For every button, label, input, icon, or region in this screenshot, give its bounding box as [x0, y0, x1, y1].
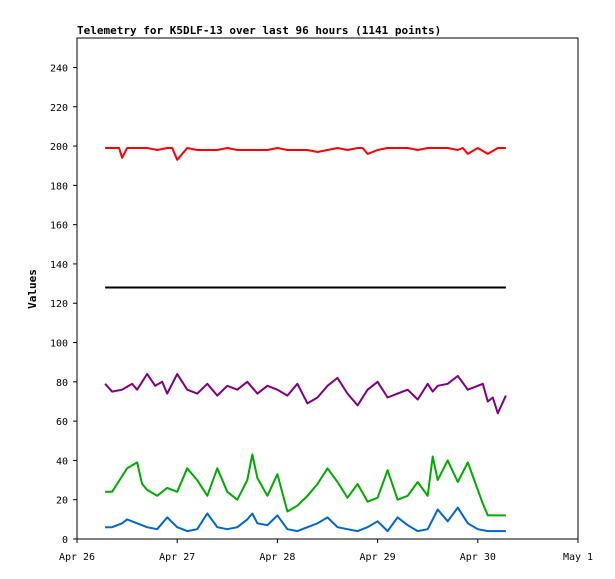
y-tick-label: 0: [62, 535, 68, 546]
y-tick-label: 100: [50, 339, 68, 350]
y-axis: 0 20 40 60 80 100 120 140 160 180 200 220 240: [50, 63, 77, 546]
series-line-1: [105, 147, 506, 161]
y-tick-label: 180: [50, 181, 68, 192]
series-line-5: [105, 506, 506, 533]
y-tick-label: 40: [56, 456, 68, 467]
y-tick-label: 160: [50, 221, 68, 232]
chart-title: Telemetry for K5DLF-13 over last 96 hour…: [77, 24, 441, 37]
y-tick-label: 80: [56, 378, 68, 389]
x-tick-label: Apr 29: [360, 552, 396, 563]
x-tick-label: May 1: [563, 552, 593, 563]
y-tick-label: 140: [50, 260, 68, 271]
y-axis-label: Values: [26, 269, 39, 309]
y-tick-label: 220: [50, 103, 68, 114]
y-tick-label: 120: [50, 299, 68, 310]
y-tick-label: 60: [56, 417, 68, 428]
x-tick-label: Apr 28: [259, 552, 295, 563]
y-tick-label: 20: [56, 496, 68, 507]
x-tick-label: Apr 30: [460, 552, 496, 563]
series-layer: [104, 147, 507, 533]
series-line-3: [104, 373, 507, 415]
y-tick-label: 200: [50, 142, 68, 153]
x-tick-label: Apr 27: [159, 552, 195, 563]
y-tick-label: 240: [50, 63, 68, 74]
series-line-4: [105, 453, 506, 517]
x-tick-label: Apr 26: [59, 552, 95, 563]
x-axis: Apr 26 Apr 27 Apr 28 Apr 29 Apr 30 May 1: [59, 539, 593, 563]
plot-frame: [76, 37, 579, 540]
